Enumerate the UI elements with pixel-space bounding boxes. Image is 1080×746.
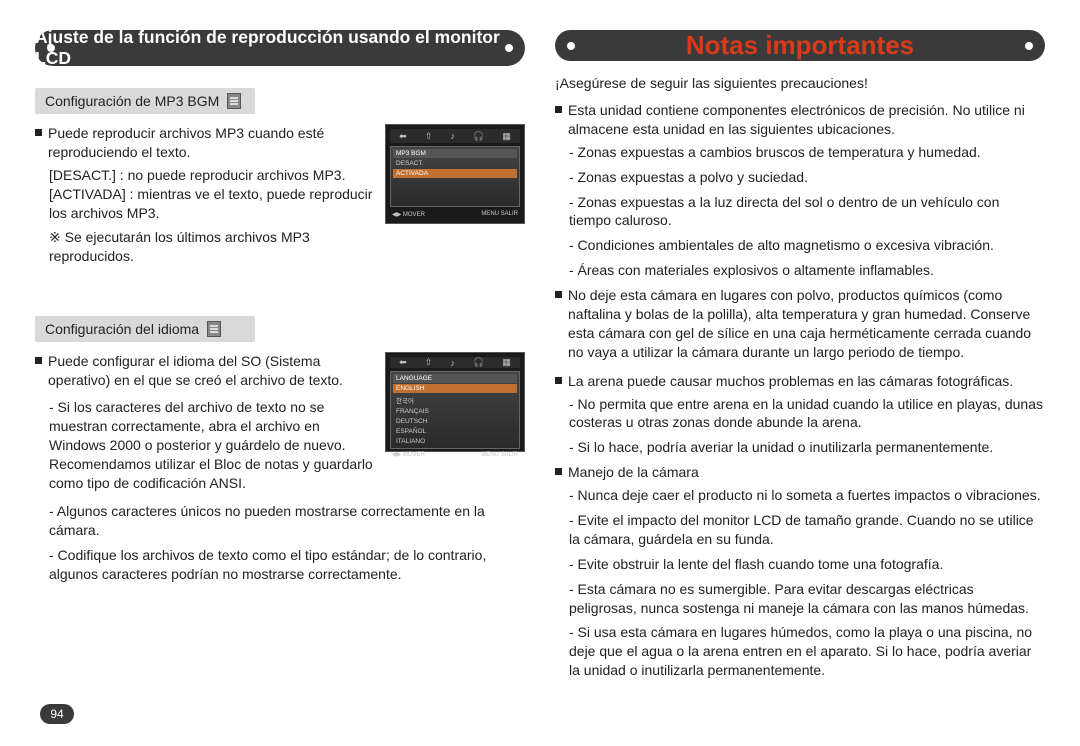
page-number: 94	[50, 707, 63, 721]
r-b2: No deje esta cámara en lugares con polvo…	[555, 286, 1045, 362]
right-intro: ¡Asegúrese de seguir las siguientes prec…	[555, 75, 1045, 91]
lcd2-opt3: FRANÇAIS	[393, 407, 517, 416]
lcd-icon-1: ⬅	[399, 357, 407, 368]
square-bullet-icon	[555, 291, 562, 298]
lcd2-opt1: ENGLISH	[393, 384, 517, 393]
lcd-spacer	[393, 179, 517, 204]
lcd2-mover: ◀▶ MOVER	[392, 451, 425, 458]
mp3-body-text: Puede reproducir archivos MP3 cuando est…	[35, 124, 375, 272]
mp3-section-label: Configuración de MP3 BGM	[35, 88, 255, 114]
r-b2-text: No deje esta cámara en lugares con polvo…	[568, 286, 1045, 362]
r-b3-d2: - Si lo hace, podría averiar la unidad o…	[555, 438, 1045, 457]
pill-dot-right-icon	[1025, 42, 1033, 50]
page-spread: Ajuste de la función de reproducción usa…	[35, 30, 1045, 670]
square-bullet-icon	[555, 468, 562, 475]
square-bullet-icon	[35, 129, 42, 136]
lcd2-salir: MENU SALIR	[481, 452, 518, 458]
lcd-icon-2: ⇧	[425, 131, 433, 142]
lcd2-opt6: ITALIANO	[393, 437, 517, 446]
lcd-icon-4: 🎧	[473, 357, 484, 368]
lang-d2: - Algunos caracteres únicos no pueden mo…	[35, 502, 525, 540]
lcd2-opt4: DEUTSCH	[393, 417, 517, 426]
lang-section-text: Configuración del idioma	[45, 321, 199, 337]
lang-section-label: Configuración del idioma	[35, 316, 255, 342]
r-b3-text: La arena puede causar muchos problemas e…	[568, 372, 1013, 391]
document-icon	[207, 321, 221, 337]
square-bullet-icon	[555, 106, 562, 113]
lcd1-bottom: ◀▶ MOVER MENU SALIR	[390, 209, 520, 219]
lcd-icon-5: ▦	[502, 357, 511, 368]
r-b1-d5: - Áreas con materiales explosivos o alta…	[555, 261, 1045, 280]
lang-bullet-1: Puede configurar el idioma del SO (Siste…	[35, 352, 375, 390]
lang-body-text: Puede configurar el idioma del SO (Siste…	[35, 352, 375, 498]
activ-key: [ACTIVADA]	[49, 186, 126, 202]
r-b3-d1: - No permita que entre arena en la unida…	[555, 395, 1045, 433]
lang-d3: - Codifique los archivos de texto como e…	[35, 546, 525, 584]
lcd1-salir: MENU SALIR	[481, 211, 518, 217]
mp3-activada-row: [ACTIVADA] : mientras ve el texto, puede…	[35, 185, 375, 223]
lcd-top-icons-2: ⬅ ⇧ ♪ 🎧 ▦	[390, 357, 520, 368]
right-column: Notas importantes ¡Asegúrese de seguir l…	[555, 30, 1045, 670]
r-b1-d2: - Zonas expuestas a polvo y suciedad.	[555, 168, 1045, 187]
lcd1-header: MP3 BGM	[393, 149, 517, 158]
r-b1-d4: - Condiciones ambientales de alto magnet…	[555, 236, 1045, 255]
left-column: Ajuste de la función de reproducción usa…	[35, 30, 525, 670]
r-b1-d1: - Zonas expuestas a cambios bruscos de t…	[555, 143, 1045, 162]
lcd-icon-3: ♪	[450, 131, 455, 141]
lcd-icon-1: ⬅	[399, 131, 407, 142]
pill-dot-right-icon	[505, 44, 513, 52]
lcd-icon-3: ♪	[450, 358, 455, 368]
left-title: Ajuste de la función de reproducción usa…	[35, 27, 525, 69]
left-header-pill: Ajuste de la función de reproducción usa…	[35, 30, 525, 66]
right-title: Notas importantes	[686, 30, 914, 61]
r-b4-text: Manejo de la cámara	[568, 463, 699, 482]
r-b3: La arena puede causar muchos problemas e…	[555, 372, 1045, 391]
right-header-pill: Notas importantes	[555, 30, 1045, 61]
r-b4-d1: - Nunca deje caer el producto ni lo some…	[555, 486, 1045, 505]
lcd2-opt2: 한국어	[393, 394, 517, 406]
mp3-section-text: Configuración de MP3 BGM	[45, 93, 219, 109]
lang-b1-text: Puede configurar el idioma del SO (Siste…	[48, 352, 375, 390]
pill-dot-left-icon	[567, 42, 575, 50]
page-number-badge: 94	[40, 704, 74, 724]
lcd-menu-lang: LANGUAGE ENGLISH 한국어 FRANÇAIS DEUTSCH ES…	[390, 371, 520, 449]
mp3-desact-row: [DESACT.] : no puede reproducir archivos…	[35, 166, 375, 185]
lcd-icon-5: ▦	[502, 131, 511, 142]
lcd-screenshot-lang: ⬅ ⇧ ♪ 🎧 ▦ LANGUAGE ENGLISH 한국어 FRANÇAIS …	[385, 352, 525, 452]
desact-key: [DESACT.]	[49, 167, 116, 183]
pill-dot-left-icon	[47, 44, 55, 52]
square-bullet-icon	[35, 357, 42, 364]
mp3-bullet-1: Puede reproducir archivos MP3 cuando est…	[35, 124, 375, 162]
mp3-note: ※ Se ejecutarán los últimos archivos MP3…	[35, 228, 375, 266]
r-b4: Manejo de la cámara	[555, 463, 1045, 482]
r-b4-d5: - Si usa esta cámara en lugares húmedos,…	[555, 623, 1045, 680]
lcd-top-icons: ⬅ ⇧ ♪ 🎧 ▦	[390, 129, 520, 143]
mp3-b1-text: Puede reproducir archivos MP3 cuando est…	[48, 124, 375, 162]
lcd2-bottom: ◀▶ MOVER MENU SALIR	[390, 451, 520, 458]
lcd2-opt5: ESPAÑOL	[393, 427, 517, 436]
r-b4-d3: - Evite obstruir la lente del flash cuan…	[555, 555, 1045, 574]
r-b1-text: Esta unidad contiene componentes electró…	[568, 101, 1045, 139]
mp3-body-row: Puede reproducir archivos MP3 cuando est…	[35, 124, 525, 272]
right-body: Esta unidad contiene componentes electró…	[555, 101, 1045, 686]
lcd-screenshot-mp3: ⬅ ⇧ ♪ 🎧 ▦ MP3 BGM DESACT. ACTIVADA ◀▶ MO…	[385, 124, 525, 224]
lcd1-mover: ◀▶ MOVER	[392, 211, 425, 218]
lang-body-row: Puede configurar el idioma del SO (Siste…	[35, 352, 525, 498]
spacer	[35, 272, 525, 308]
lcd-menu-mp3: MP3 BGM DESACT. ACTIVADA	[390, 146, 520, 207]
r-b4-d4: - Esta cámara no es sumergible. Para evi…	[555, 580, 1045, 618]
r-b4-d2: - Evite el impacto del monitor LCD de ta…	[555, 511, 1045, 549]
lcd1-opt2: ACTIVADA	[393, 169, 517, 178]
lcd1-opt1: DESACT.	[393, 159, 517, 168]
lcd2-header: LANGUAGE	[393, 374, 517, 383]
r-b1-d3: - Zonas expuestas a la luz directa del s…	[555, 193, 1045, 231]
lcd-icon-2: ⇧	[425, 357, 433, 368]
lang-extra: - Algunos caracteres únicos no pueden mo…	[35, 502, 525, 670]
r-b1: Esta unidad contiene componentes electró…	[555, 101, 1045, 139]
document-icon	[227, 93, 241, 109]
lcd-icon-4: 🎧	[473, 131, 484, 142]
square-bullet-icon	[555, 377, 562, 384]
lang-d1: - Si los caracteres del archivo de texto…	[35, 398, 375, 492]
desact-val: : no puede reproducir archivos MP3.	[120, 167, 346, 183]
